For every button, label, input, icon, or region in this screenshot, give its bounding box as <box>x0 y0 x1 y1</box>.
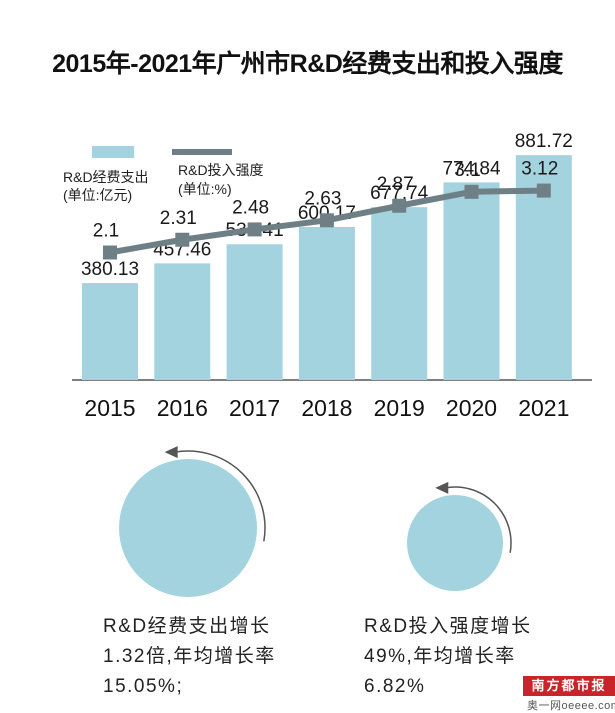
line-value-label: 2.48 <box>232 197 269 218</box>
caption-line: R&D经费支出增长 <box>103 616 271 637</box>
expenditure-growth-circle <box>119 459 257 597</box>
x-tick-label: 2017 <box>229 395 280 421</box>
legend-bar-label: R&D经费支出 <box>63 169 149 185</box>
line-value-label: 2.87 <box>377 174 414 195</box>
line-value-label: 2.31 <box>160 208 197 229</box>
caption-line: R&D投入强度增长 <box>364 616 532 637</box>
intensity-growth-arc <box>445 486 512 553</box>
expenditure-growth-arc <box>174 450 266 542</box>
brand-site: 奥一网oeeee.com <box>527 700 615 712</box>
caption-line: 6.82% <box>364 676 426 697</box>
x-tick-label: 2019 <box>374 395 425 421</box>
x-tick-label: 2018 <box>301 395 352 421</box>
expenditure-growth-arrowhead <box>164 446 178 459</box>
legend-line-label: R&D投入强度 <box>178 162 264 178</box>
x-tick-label: 2021 <box>518 395 569 421</box>
intensity-growth-arrowhead <box>435 481 449 494</box>
bar <box>298 226 355 380</box>
bar-value-label: 380.13 <box>81 259 139 280</box>
line-value-label: 2.63 <box>304 188 341 209</box>
line-value-label: 3.12 <box>521 159 558 180</box>
line-marker <box>319 213 334 228</box>
bar-value-label: 677.74 <box>370 183 429 204</box>
line-marker <box>247 222 262 237</box>
brand-name: 南方都市报 <box>531 678 607 693</box>
x-tick-label: 2020 <box>446 395 497 421</box>
line-value-label: 3.1 <box>454 160 480 181</box>
bar <box>443 182 500 380</box>
line-marker <box>464 184 479 199</box>
chart-title: 2015年-2021年广州市R&D经费支出和投入强度 <box>52 50 563 78</box>
intensity-growth-caption: R&D投入强度增长 49%,年均增长率 6.82% <box>364 612 532 702</box>
line-marker <box>175 232 190 247</box>
expenditure-growth-caption: R&D经费支出增长 1.32倍,年均增长率 15.05%; <box>103 612 276 702</box>
bar <box>154 263 211 380</box>
bar <box>371 207 428 380</box>
x-tick-label: 2016 <box>157 395 208 421</box>
x-tick-label: 2015 <box>84 395 135 421</box>
line-value-label: 2.1 <box>93 221 119 242</box>
legend-bar-unit: (单位:亿元) <box>63 187 132 203</box>
caption-line: 15.05%; <box>103 676 184 697</box>
line-marker <box>392 198 407 213</box>
line-marker <box>536 183 551 198</box>
line-marker <box>103 245 117 260</box>
legend-bar-swatch <box>92 146 134 158</box>
intensity-growth-circle <box>407 495 503 591</box>
bar-value-label: 881.72 <box>515 131 573 152</box>
caption-line: 49%,年均增长率 <box>364 646 516 667</box>
bar-value-label: 774.84 <box>442 158 501 179</box>
caption-line: 1.32倍,年均增长率 <box>103 646 276 667</box>
brand-logo: 南方都市报 <box>523 676 615 696</box>
bar <box>82 283 138 380</box>
legend-line-unit: (单位:%) <box>178 181 232 197</box>
bar <box>226 244 283 380</box>
